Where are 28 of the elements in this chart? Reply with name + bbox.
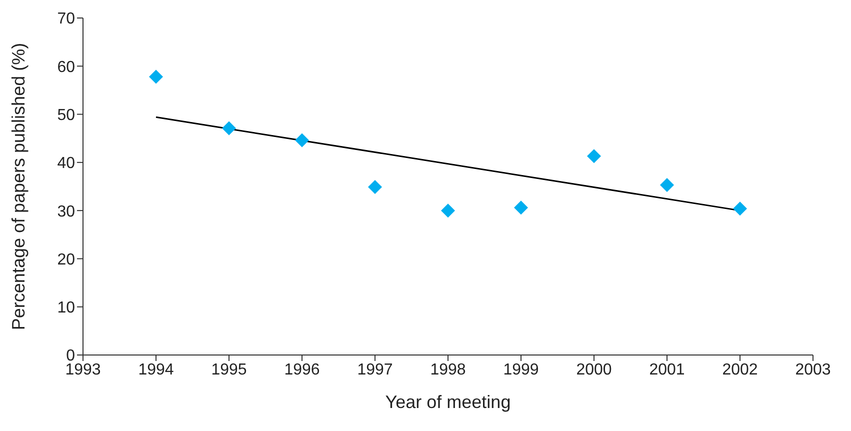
x-tick-label: 1996 — [284, 361, 320, 378]
x-tick-label: 1994 — [138, 361, 174, 378]
x-tick-label: 2003 — [795, 361, 831, 378]
x-tick-label: 1995 — [211, 361, 247, 378]
y-tick-label: 50 — [57, 106, 76, 124]
y-tick-label: 40 — [57, 155, 76, 172]
x-tick-label: 1999 — [503, 361, 539, 378]
point — [295, 133, 309, 148]
y-tick-label: 10 — [57, 300, 76, 317]
y-tick-label: 30 — [57, 203, 76, 220]
point — [441, 204, 455, 218]
x-tick-label: 1998 — [430, 361, 466, 378]
point — [368, 180, 382, 194]
point — [514, 200, 528, 215]
y-tick-label: 60 — [57, 58, 76, 76]
x-axis-title: Year of meeting — [385, 392, 511, 412]
y-tick-label: 20 — [57, 251, 76, 268]
x-tick-label: 2000 — [576, 361, 612, 378]
point — [222, 121, 236, 136]
point — [587, 149, 601, 164]
point — [149, 70, 163, 84]
x-tick-label: 2002 — [722, 361, 758, 378]
y-tick-label: 70 — [57, 10, 76, 28]
x-tick-label: 1997 — [357, 361, 393, 378]
y-axis-title: Percentage of papers published (%) — [8, 42, 28, 330]
point — [733, 202, 747, 216]
x-tick-label: 2001 — [649, 361, 685, 378]
point — [660, 178, 674, 192]
